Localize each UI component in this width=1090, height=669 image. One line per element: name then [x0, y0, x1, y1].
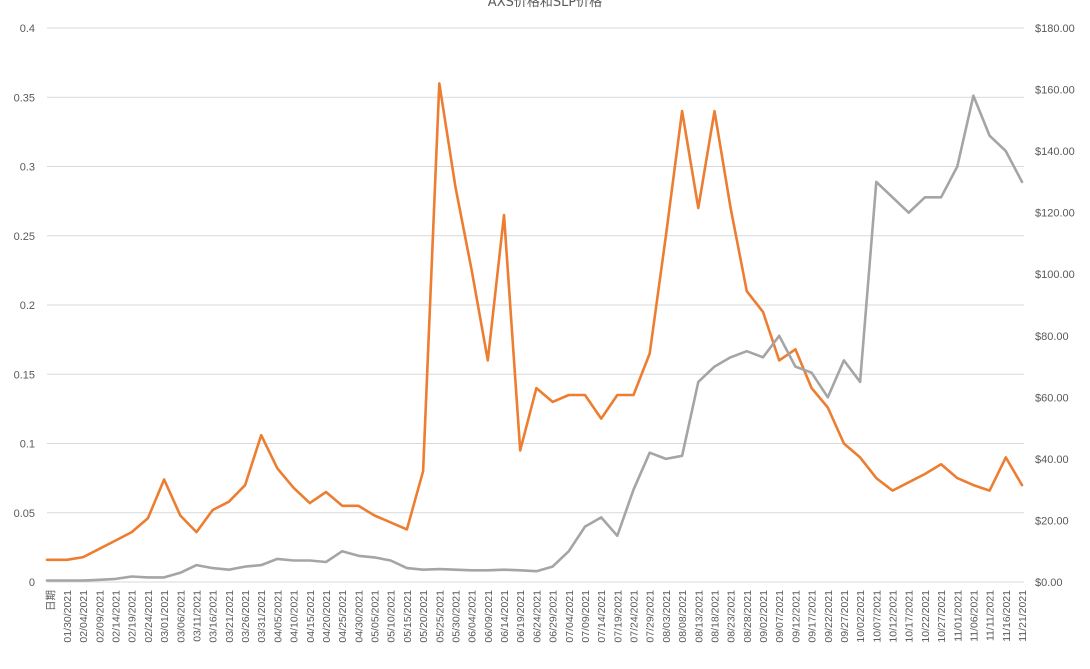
x-tick-label: 08/13/2021 — [693, 590, 705, 643]
right-tick-label: $160.00 — [1035, 85, 1075, 97]
x-tick-label: 05/10/2021 — [386, 590, 398, 643]
left-tick-label: 0.35 — [14, 92, 35, 104]
x-tick-label: 03/31/2021 — [256, 590, 268, 643]
x-tick-label: 日期 — [45, 590, 57, 611]
right-tick-label: $140.00 — [1035, 146, 1075, 158]
x-axis-ticks: 日期 01/30/2021 02/04/2021 02/09/2021 02/14/20… — [45, 590, 1029, 643]
x-tick-label: 11/21/2021 — [1017, 590, 1029, 642]
x-tick-label: 04/30/2021 — [353, 590, 365, 643]
x-tick-label: 06/24/2021 — [531, 590, 543, 643]
x-tick-label: 06/14/2021 — [499, 590, 511, 643]
x-tick-label: 02/09/2021 — [94, 590, 106, 643]
right-axis-ticks: $0.00 $20.00 $40.00 $60.00 $80.00 $100.00 $120… — [1035, 23, 1075, 589]
right-tick-label: $180.00 — [1035, 23, 1075, 35]
left-tick-label: 0.3 — [20, 162, 35, 174]
x-tick-label: 05/20/2021 — [418, 590, 430, 643]
left-tick-label: 0.05 — [14, 508, 35, 520]
x-tick-label: 04/05/2021 — [272, 590, 284, 643]
x-tick-label: 05/30/2021 — [450, 590, 462, 643]
x-tick-label: 09/17/2021 — [807, 590, 819, 643]
left-axis-ticks: 0 0.05 0.1 0.15 0.2 0.25 0.3 0.35 0.4 — [14, 23, 35, 589]
x-tick-label: 07/24/2021 — [629, 590, 641, 643]
x-tick-label: 06/19/2021 — [515, 590, 527, 643]
x-tick-label: 06/04/2021 — [467, 590, 479, 643]
x-tick-label: 08/03/2021 — [661, 590, 673, 643]
x-tick-label: 02/24/2021 — [143, 590, 155, 643]
x-tick-label: 09/12/2021 — [790, 590, 802, 643]
x-tick-label: 09/02/2021 — [758, 590, 770, 643]
x-tick-label: 02/19/2021 — [127, 590, 139, 643]
x-tick-label: 10/02/2021 — [855, 590, 867, 643]
left-tick-label: 0.2 — [20, 300, 35, 312]
x-tick-label: 07/04/2021 — [564, 590, 576, 643]
x-tick-label: 01/30/2021 — [62, 590, 74, 643]
x-tick-label: 10/22/2021 — [920, 590, 932, 643]
x-tick-label: 11/01/2021 — [952, 590, 964, 642]
x-tick-label: 03/16/2021 — [208, 590, 220, 643]
x-tick-label: 03/26/2021 — [240, 590, 252, 643]
x-tick-label: 11/16/2021 — [1001, 590, 1013, 642]
left-tick-label: 0 — [29, 577, 35, 589]
x-tick-label: 05/05/2021 — [370, 590, 382, 643]
right-tick-label: $60.00 — [1035, 392, 1069, 404]
x-tick-label: 08/18/2021 — [709, 590, 721, 643]
right-tick-label: $0.00 — [1035, 577, 1063, 589]
x-tick-label: 06/29/2021 — [548, 590, 560, 643]
x-tick-label: 03/01/2021 — [159, 590, 171, 643]
right-tick-label: $40.00 — [1035, 454, 1069, 466]
x-tick-label: 03/21/2021 — [224, 590, 236, 643]
x-tick-label: 05/15/2021 — [402, 590, 414, 643]
left-tick-label: 0.4 — [20, 23, 35, 35]
x-tick-label: 04/15/2021 — [305, 590, 317, 643]
left-tick-label: 0.1 — [20, 439, 35, 451]
x-tick-label: 08/28/2021 — [742, 590, 754, 643]
x-tick-label: 07/09/2021 — [580, 590, 592, 643]
left-tick-label: 0.15 — [14, 369, 35, 381]
x-tick-label: 08/08/2021 — [677, 590, 689, 643]
x-tick-label: 02/14/2021 — [111, 590, 123, 643]
x-tick-label: 09/22/2021 — [823, 590, 835, 643]
left-tick-label: 0.25 — [14, 231, 35, 243]
right-tick-label: $100.00 — [1035, 269, 1075, 281]
x-tick-label: 04/10/2021 — [289, 590, 301, 643]
x-tick-label: 09/07/2021 — [774, 590, 786, 643]
x-tick-label: 04/25/2021 — [337, 590, 349, 643]
right-tick-label: $80.00 — [1035, 331, 1069, 343]
x-tick-label: 10/12/2021 — [888, 590, 900, 643]
x-tick-label: 05/25/2021 — [434, 590, 446, 643]
x-tick-label: 08/23/2021 — [726, 590, 738, 643]
x-tick-label: 02/04/2021 — [78, 590, 90, 643]
x-tick-label: 07/14/2021 — [596, 590, 608, 643]
gridlines — [47, 27, 1024, 583]
x-tick-label: 07/29/2021 — [645, 590, 657, 643]
x-tick-label: 03/06/2021 — [175, 590, 187, 643]
x-tick-label: 07/19/2021 — [612, 590, 624, 643]
chart-title: AXS价格和SLP价格 — [488, 0, 602, 10]
right-tick-label: $20.00 — [1035, 515, 1069, 527]
x-tick-label: 10/17/2021 — [904, 590, 916, 643]
series-line-left-axis — [45, 82, 1024, 562]
x-tick-label: 04/20/2021 — [321, 590, 333, 643]
right-tick-label: $120.00 — [1035, 208, 1075, 220]
x-tick-label: 11/06/2021 — [968, 590, 980, 642]
x-tick-label: 10/07/2021 — [871, 590, 883, 643]
x-tick-label: 10/27/2021 — [936, 590, 948, 643]
series-lines — [45, 82, 1024, 582]
series-line-right-axis — [45, 94, 1024, 582]
x-tick-label: 06/09/2021 — [483, 590, 495, 643]
x-tick-label: 03/11/2021 — [191, 590, 203, 642]
x-tick-label: 09/27/2021 — [839, 590, 851, 643]
x-tick-label: 11/11/2021 — [985, 590, 997, 641]
